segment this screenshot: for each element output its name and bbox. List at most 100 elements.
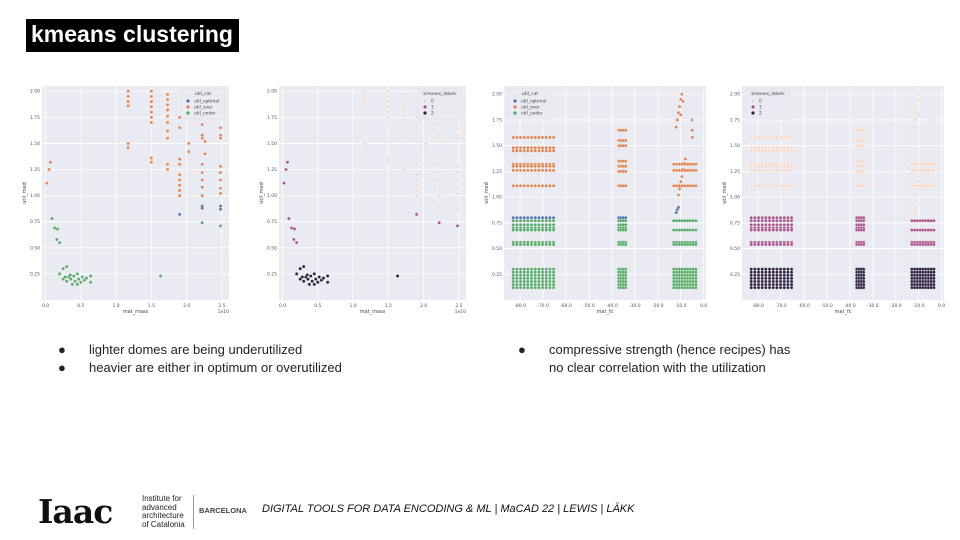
data-point	[623, 223, 628, 227]
data-point	[518, 273, 523, 278]
data-point	[623, 242, 628, 247]
data-point	[786, 168, 790, 173]
course-footer: DIGITAL TOOLS FOR DATA ENCODING & ML | M…	[262, 503, 635, 515]
data-point	[775, 145, 779, 150]
data-point	[782, 267, 786, 271]
data-point	[694, 270, 698, 274]
data-point	[515, 267, 519, 271]
data-point	[84, 276, 89, 280]
data-point	[533, 135, 537, 140]
data-point	[533, 270, 537, 274]
data-point	[749, 219, 753, 223]
y-tick-label: 1.50	[492, 143, 502, 149]
data-point	[760, 149, 764, 153]
bullet-icon: ●	[58, 360, 66, 375]
data-point	[526, 219, 530, 223]
data-point	[518, 242, 523, 247]
data-point	[786, 273, 790, 278]
data-point	[540, 282, 545, 287]
data-point	[932, 282, 936, 287]
x-tick-label: 0.0	[700, 303, 707, 309]
data-point	[915, 187, 920, 191]
data-point	[771, 242, 775, 247]
data-point	[79, 280, 83, 285]
legend-label: util_over	[521, 105, 540, 111]
data-point	[402, 167, 407, 172]
data-point	[437, 193, 441, 198]
y-tick-label: 0.75	[730, 220, 740, 226]
data-point	[764, 149, 768, 153]
data-point	[756, 267, 761, 271]
x-tick-label: 2.5	[218, 303, 225, 309]
data-point	[203, 152, 207, 156]
data-point	[529, 228, 534, 232]
data-point	[61, 277, 65, 281]
data-point	[522, 215, 526, 220]
data-point	[749, 184, 753, 188]
data-point	[912, 125, 916, 129]
data-point	[537, 285, 541, 290]
data-point	[789, 135, 794, 140]
data-point	[775, 270, 779, 274]
data-point	[749, 242, 753, 247]
data-point	[529, 135, 534, 140]
data-point	[200, 136, 204, 140]
data-point	[165, 120, 170, 125]
data-point	[518, 276, 523, 281]
data-point	[64, 264, 69, 269]
data-point	[149, 156, 154, 160]
data-point	[690, 128, 694, 132]
data-point	[760, 285, 764, 290]
data-point	[518, 282, 523, 287]
bullet-text: heavier are either in optimum or overuti…	[89, 360, 342, 375]
data-point	[753, 273, 757, 278]
data-point	[319, 278, 324, 282]
data-point	[764, 285, 768, 290]
data-point	[786, 242, 790, 247]
data-point	[177, 172, 182, 177]
data-point	[518, 168, 523, 173]
x-tick-label: 0.0	[938, 303, 945, 309]
data-point	[437, 136, 441, 140]
data-point	[540, 149, 545, 153]
x-tick-label: -20.0	[652, 303, 664, 309]
data-point	[778, 228, 783, 232]
data-point	[861, 169, 866, 174]
data-point	[522, 219, 526, 223]
data-point	[916, 179, 921, 184]
data-point	[914, 193, 919, 197]
legend-marker	[513, 111, 517, 115]
data-point	[789, 219, 794, 223]
data-point	[548, 270, 552, 274]
data-point	[218, 207, 223, 211]
data-point	[402, 92, 407, 97]
data-point	[537, 273, 541, 278]
y-tick-label: 2.00	[267, 89, 277, 95]
data-point	[623, 128, 628, 132]
data-point	[918, 174, 922, 179]
data-point	[775, 267, 779, 271]
data-point	[771, 149, 775, 153]
data-point	[515, 135, 519, 140]
data-point	[753, 145, 757, 150]
data-point	[861, 242, 866, 247]
data-point	[515, 228, 519, 232]
iaac-logo: Iaac	[38, 492, 113, 531]
data-point	[914, 110, 919, 115]
data-point	[760, 219, 764, 223]
data-point	[522, 282, 526, 287]
data-point	[861, 164, 866, 169]
data-point	[932, 285, 936, 290]
data-point	[749, 149, 753, 153]
data-point	[771, 184, 775, 188]
data-point	[537, 279, 541, 284]
legend-label: util_optimal	[521, 99, 546, 105]
data-point	[522, 184, 526, 188]
data-point	[775, 228, 779, 232]
data-point	[537, 145, 541, 150]
data-point	[537, 219, 541, 223]
data-point	[786, 184, 790, 188]
data-point	[540, 164, 545, 169]
data-point	[764, 223, 768, 227]
y-tick-label: 1.75	[492, 117, 502, 123]
